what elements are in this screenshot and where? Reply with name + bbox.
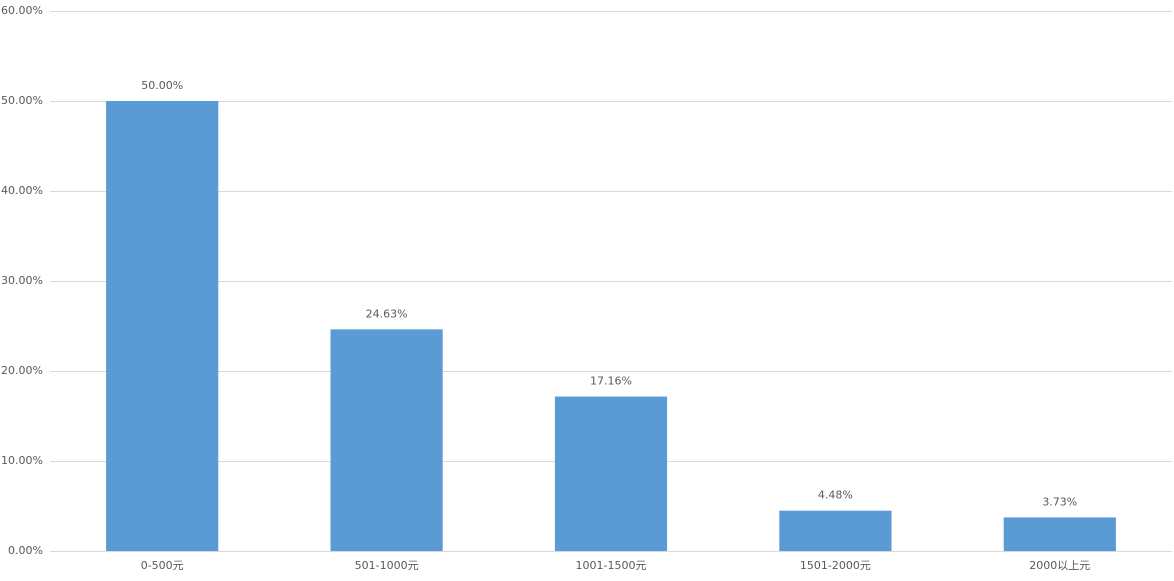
y-tick-label: 10.00% (1, 454, 43, 467)
data-label: 50.00% (141, 79, 183, 92)
x-tick-label: 1501-2000元 (800, 559, 871, 572)
data-label: 3.73% (1042, 495, 1077, 508)
data-label: 4.48% (818, 489, 853, 502)
x-tick-label: 2000以上元 (1029, 559, 1090, 572)
y-tick-label: 0.00% (8, 544, 43, 557)
bar (330, 329, 443, 551)
y-tick-label: 40.00% (1, 184, 43, 197)
bar (779, 510, 892, 551)
bar (106, 101, 219, 551)
y-tick-label: 20.00% (1, 364, 43, 377)
y-tick-label: 30.00% (1, 274, 43, 287)
x-tick-label: 1001-1500元 (576, 559, 647, 572)
data-label: 17.16% (590, 375, 632, 388)
bar (1003, 517, 1116, 551)
x-tick-label: 0-500元 (141, 559, 184, 572)
y-tick-label: 60.00% (1, 4, 43, 17)
x-tick-label: 501-1000元 (355, 559, 419, 572)
y-tick-label: 50.00% (1, 94, 43, 107)
bar (554, 396, 668, 551)
data-label: 24.63% (366, 307, 408, 320)
